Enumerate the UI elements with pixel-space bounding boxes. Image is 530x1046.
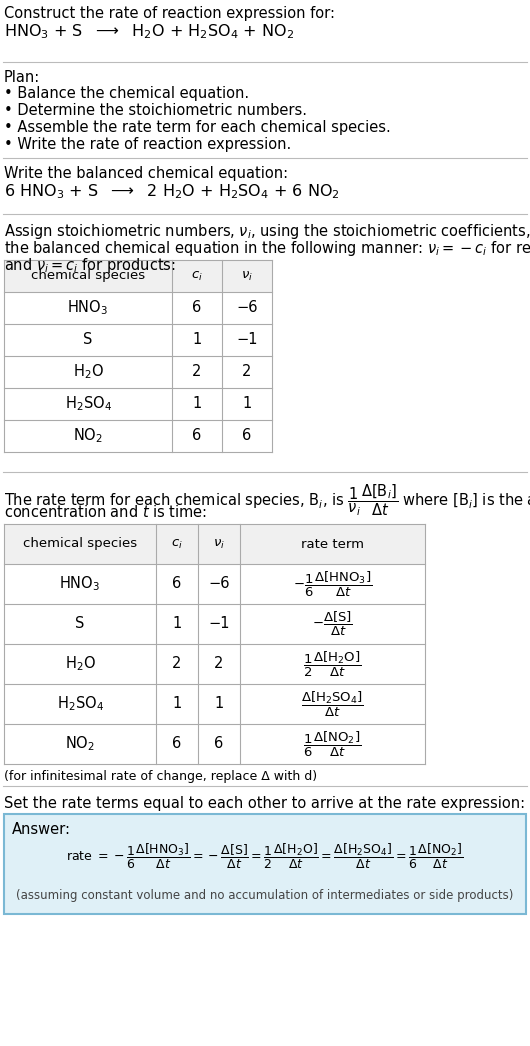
Text: S: S <box>75 616 85 632</box>
Text: HNO$_3$ + S  $\longrightarrow$  H$_2$O + H$_2$SO$_4$ + NO$_2$: HNO$_3$ + S $\longrightarrow$ H$_2$O + H… <box>4 22 294 41</box>
Text: S: S <box>83 333 93 347</box>
Text: The rate term for each chemical species, B$_i$, is $\dfrac{1}{\nu_i}\dfrac{\Delt: The rate term for each chemical species,… <box>4 482 530 518</box>
Text: $\dfrac{\Delta[\mathrm{H_2SO_4}]}{\Delta t}$: $\dfrac{\Delta[\mathrm{H_2SO_4}]}{\Delta… <box>301 689 364 719</box>
Text: rate $= -\dfrac{1}{6}\dfrac{\Delta[\mathrm{HNO_3}]}{\Delta t}= -\dfrac{\Delta[\m: rate $= -\dfrac{1}{6}\dfrac{\Delta[\math… <box>66 841 464 870</box>
Text: 6: 6 <box>214 736 224 751</box>
Bar <box>4 524 425 564</box>
Text: NO$_2$: NO$_2$ <box>65 734 95 753</box>
Text: • Determine the stoichiometric numbers.: • Determine the stoichiometric numbers. <box>4 103 307 118</box>
Text: Write the balanced chemical equation:: Write the balanced chemical equation: <box>4 166 288 181</box>
Text: $-\dfrac{1}{6}\dfrac{\Delta[\mathrm{HNO_3}]}{\Delta t}$: $-\dfrac{1}{6}\dfrac{\Delta[\mathrm{HNO_… <box>293 569 372 598</box>
Text: (assuming constant volume and no accumulation of intermediates or side products): (assuming constant volume and no accumul… <box>16 889 514 903</box>
Text: rate term: rate term <box>301 538 364 550</box>
Text: HNO$_3$: HNO$_3$ <box>59 574 101 593</box>
Text: Assign stoichiometric numbers, $\nu_i$, using the stoichiometric coefficients, $: Assign stoichiometric numbers, $\nu_i$, … <box>4 222 530 241</box>
Text: concentration and $t$ is time:: concentration and $t$ is time: <box>4 504 207 520</box>
Text: $c_i$: $c_i$ <box>191 270 203 282</box>
Text: 6: 6 <box>192 300 201 316</box>
Text: 6: 6 <box>242 429 252 444</box>
Text: 2: 2 <box>214 657 224 672</box>
Text: • Assemble the rate term for each chemical species.: • Assemble the rate term for each chemic… <box>4 120 391 135</box>
Text: $c_i$: $c_i$ <box>171 538 183 550</box>
Text: 1: 1 <box>214 697 224 711</box>
Text: H$_2$SO$_4$: H$_2$SO$_4$ <box>57 695 103 713</box>
Text: HNO$_3$: HNO$_3$ <box>67 299 109 317</box>
Text: 2: 2 <box>242 364 252 380</box>
Text: H$_2$O: H$_2$O <box>73 363 103 382</box>
Text: • Balance the chemical equation.: • Balance the chemical equation. <box>4 86 249 101</box>
Text: Answer:: Answer: <box>12 822 71 837</box>
Text: 1: 1 <box>242 396 252 411</box>
Text: NO$_2$: NO$_2$ <box>73 427 103 446</box>
Text: $\nu_i$: $\nu_i$ <box>241 270 253 282</box>
Text: H$_2$O: H$_2$O <box>65 655 95 674</box>
Text: Plan:: Plan: <box>4 70 40 85</box>
Text: 1: 1 <box>172 616 182 632</box>
Text: $\nu_i$: $\nu_i$ <box>213 538 225 550</box>
Text: 6: 6 <box>172 736 182 751</box>
Text: chemical species: chemical species <box>23 538 137 550</box>
Text: −1: −1 <box>208 616 229 632</box>
Text: 6: 6 <box>192 429 201 444</box>
Text: −1: −1 <box>236 333 258 347</box>
Text: the balanced chemical equation in the following manner: $\nu_i = -c_i$ for react: the balanced chemical equation in the fo… <box>4 238 530 258</box>
Text: • Write the rate of reaction expression.: • Write the rate of reaction expression. <box>4 137 292 152</box>
Text: $\dfrac{1}{2}\dfrac{\Delta[\mathrm{H_2O}]}{\Delta t}$: $\dfrac{1}{2}\dfrac{\Delta[\mathrm{H_2O}… <box>303 650 361 679</box>
Text: (for infinitesimal rate of change, replace Δ with d): (for infinitesimal rate of change, repla… <box>4 770 317 783</box>
Text: 1: 1 <box>192 333 201 347</box>
Text: −6: −6 <box>236 300 258 316</box>
Text: 2: 2 <box>192 364 202 380</box>
Text: 6 HNO$_3$ + S  $\longrightarrow$  2 H$_2$O + H$_2$SO$_4$ + 6 NO$_2$: 6 HNO$_3$ + S $\longrightarrow$ 2 H$_2$O… <box>4 182 340 201</box>
Text: −6: −6 <box>208 576 229 591</box>
Text: and $\nu_i = c_i$ for products:: and $\nu_i = c_i$ for products: <box>4 256 176 275</box>
Text: H$_2$SO$_4$: H$_2$SO$_4$ <box>65 394 111 413</box>
Text: Set the rate terms equal to each other to arrive at the rate expression:: Set the rate terms equal to each other t… <box>4 796 525 811</box>
Text: 2: 2 <box>172 657 182 672</box>
Bar <box>4 260 272 292</box>
Text: 1: 1 <box>192 396 201 411</box>
Text: Construct the rate of reaction expression for:: Construct the rate of reaction expressio… <box>4 6 335 21</box>
Text: chemical species: chemical species <box>31 270 145 282</box>
Text: 1: 1 <box>172 697 182 711</box>
Text: $-\dfrac{\Delta[\mathrm{S}]}{\Delta t}$: $-\dfrac{\Delta[\mathrm{S}]}{\Delta t}$ <box>312 610 353 638</box>
Text: 6: 6 <box>172 576 182 591</box>
Text: $\dfrac{1}{6}\dfrac{\Delta[\mathrm{NO_2}]}{\Delta t}$: $\dfrac{1}{6}\dfrac{\Delta[\mathrm{NO_2}… <box>303 729 361 758</box>
Bar <box>4 814 526 914</box>
